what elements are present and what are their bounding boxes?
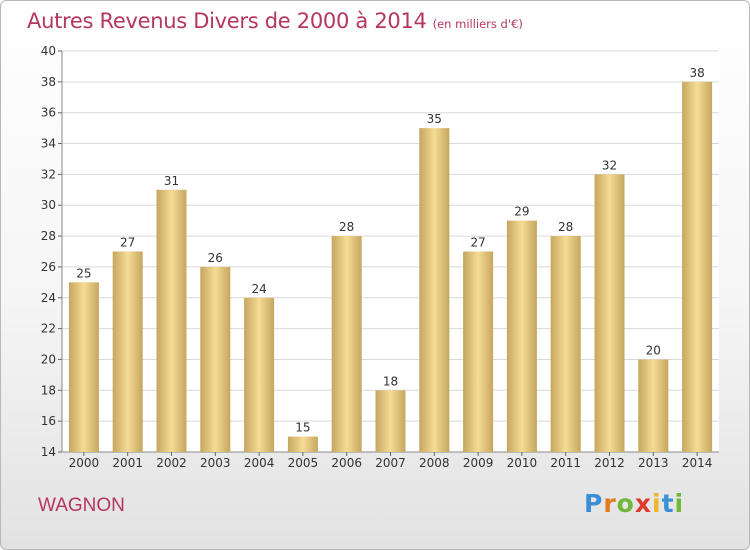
- bar: [506, 220, 537, 452]
- bar-value-label: 26: [208, 251, 223, 265]
- bar-value-label: 27: [120, 236, 135, 250]
- x-tick-label: 2012: [594, 456, 625, 470]
- x-tick-label: 2005: [288, 456, 319, 470]
- bar-value-label: 35: [427, 112, 442, 126]
- bar: [419, 128, 450, 452]
- bar: [463, 251, 494, 452]
- x-tick-label: 2004: [244, 456, 275, 470]
- bar: [594, 174, 625, 452]
- bar: [287, 436, 318, 452]
- bar: [550, 236, 581, 452]
- x-tick-label: 2002: [156, 456, 187, 470]
- bar-value-label: 15: [295, 421, 310, 435]
- bar-value-label: 25: [76, 266, 91, 280]
- logo-letter: x: [634, 489, 652, 518]
- bar-value-label: 38: [689, 66, 704, 80]
- y-tick-label: 32: [41, 167, 56, 181]
- x-tick-label: 2006: [331, 456, 362, 470]
- x-tick-label: 2011: [550, 456, 581, 470]
- bar-value-label: 28: [339, 220, 354, 234]
- y-tick-label: 30: [41, 198, 56, 212]
- x-tick-label: 2000: [69, 456, 100, 470]
- y-tick-label: 20: [41, 352, 56, 366]
- y-tick-label: 40: [41, 44, 56, 58]
- bar-value-label: 28: [558, 220, 573, 234]
- x-tick-label: 2001: [112, 456, 143, 470]
- bars: [68, 81, 713, 453]
- y-tick-label: 22: [41, 322, 56, 336]
- chart-title: Autres Revenus Divers de 2000 à 2014 (en …: [27, 9, 523, 33]
- proxiti-logo: Proxiti: [584, 489, 684, 518]
- logo-letter: P: [584, 489, 604, 518]
- x-tick-label: 2009: [463, 456, 494, 470]
- y-tick-label: 16: [41, 414, 56, 428]
- y-tick-label: 28: [41, 229, 56, 243]
- bar-value-label: 29: [514, 205, 529, 219]
- x-tick-label: 2013: [638, 456, 669, 470]
- y-tick-label: 34: [41, 137, 56, 151]
- bar: [156, 189, 187, 453]
- y-tick-label: 38: [41, 75, 56, 89]
- y-tick-label: 24: [41, 291, 56, 305]
- bar-value-label: 24: [251, 282, 266, 296]
- logo-letter: r: [603, 489, 617, 518]
- bar-value-label: 27: [470, 236, 485, 250]
- bar-value-label: 20: [646, 343, 661, 357]
- bar-value-label: 32: [602, 158, 617, 172]
- bar: [112, 251, 143, 452]
- value-labels: 25 27 31 26 24 15 28 18 35 27 29 28 32 20 38: [76, 66, 704, 435]
- logo-letter: i: [652, 489, 662, 518]
- x-tick-label: 2007: [375, 456, 406, 470]
- bar: [638, 359, 669, 452]
- bar: [331, 236, 362, 452]
- x-tick-label: 2014: [682, 456, 713, 470]
- y-tick-label: 14: [41, 445, 56, 459]
- x-tick-label: 2008: [419, 456, 450, 470]
- x-tick-label: 2010: [507, 456, 538, 470]
- y-tick-label: 18: [41, 383, 56, 397]
- bar: [682, 81, 713, 452]
- y-tick-label: 26: [41, 260, 56, 274]
- bar-value-label: 31: [164, 174, 179, 188]
- bar: [375, 390, 406, 452]
- bar: [244, 297, 275, 452]
- logo-letter: i: [674, 489, 685, 518]
- chart-title-text: Autres Revenus Divers de 2000 à 2014: [27, 9, 427, 33]
- place-name: WAGNON: [38, 495, 125, 516]
- bar: [200, 266, 231, 452]
- y-tick-label: 36: [41, 106, 56, 120]
- chart-unit-note: (en milliers d'€): [432, 17, 523, 31]
- logo-letter: t: [661, 489, 675, 518]
- bar: [68, 282, 99, 452]
- bar-value-label: 18: [383, 374, 398, 388]
- logo-letter: o: [616, 489, 635, 518]
- x-tick-label: 2003: [200, 456, 231, 470]
